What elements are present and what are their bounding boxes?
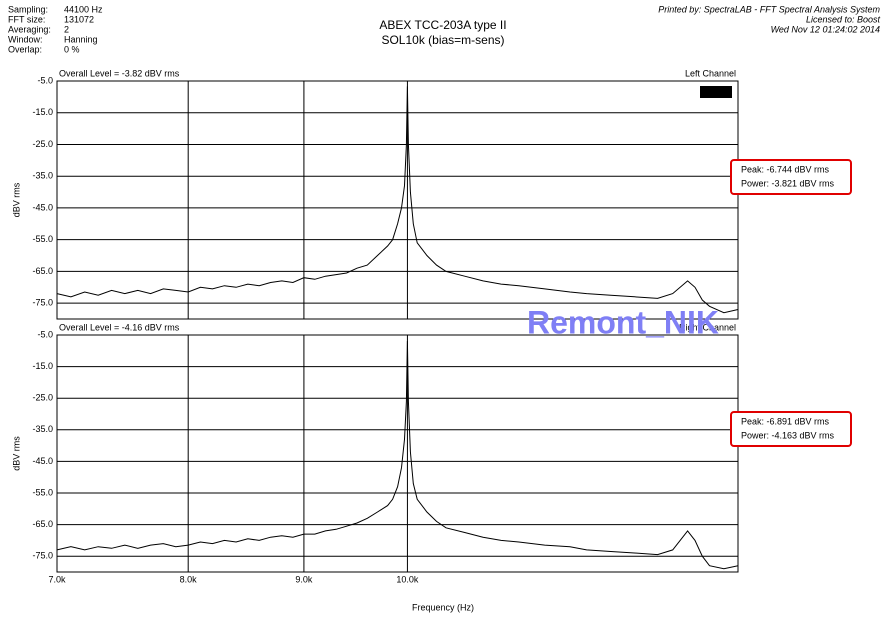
y-tick-label: -15.0	[32, 361, 53, 371]
license: Licensed to: Boost	[806, 14, 881, 24]
setting-value: Hanning	[64, 34, 98, 44]
setting-label: Sampling:	[8, 4, 48, 14]
setting-value: 0 %	[64, 44, 80, 54]
x-tick-label: 9.0k	[295, 574, 313, 584]
readout-text: Peak: -6.891 dBV rms	[741, 416, 830, 426]
readout-box	[730, 159, 852, 195]
plot-frame	[56, 80, 739, 320]
y-tick-label: -55.0	[32, 234, 53, 244]
y-axis-label: dBV rms	[11, 182, 21, 217]
channel-label: Left Channel	[685, 68, 736, 78]
y-tick-label: -75.0	[32, 551, 53, 561]
y-tick-label: -65.0	[32, 266, 53, 276]
setting-value: 2	[64, 24, 69, 34]
y-tick-label: -45.0	[32, 456, 53, 466]
y-tick-label: -65.0	[32, 519, 53, 529]
watermark: Remont_NIK	[527, 304, 719, 340]
overall-level: Overall Level = -3.82 dBV rms	[59, 68, 180, 78]
spectrum-line	[56, 86, 739, 314]
setting-label: Window:	[8, 34, 43, 44]
channel-icon	[700, 86, 732, 98]
setting-value: 131072	[64, 14, 94, 24]
y-tick-label: -25.0	[32, 139, 53, 149]
y-tick-label: -5.0	[37, 329, 53, 339]
chart-subtitle: SOL10k (bias=m-sens)	[381, 33, 504, 47]
readout-box	[730, 411, 852, 447]
readout-text: Peak: -6.744 dBV rms	[741, 164, 830, 174]
readout-text: Power: -3.821 dBV rms	[741, 178, 835, 188]
y-tick-label: -25.0	[32, 393, 53, 403]
channel-label: Right Channel	[679, 322, 736, 332]
x-tick-label: 7.0k	[48, 574, 66, 584]
setting-label: FFT size:	[8, 14, 45, 24]
printed-by: Printed by: SpectraLAB - FFT Spectral An…	[658, 4, 880, 14]
spectrum-line	[56, 340, 739, 570]
x-tick-label: 8.0k	[180, 574, 198, 584]
y-tick-label: -35.0	[32, 424, 53, 434]
readout-text: Power: -4.163 dBV rms	[741, 430, 835, 440]
plot-frame	[56, 334, 739, 573]
setting-label: Averaging:	[8, 24, 51, 34]
date: Wed Nov 12 01:24:02 2014	[771, 24, 880, 34]
y-tick-label: -55.0	[32, 487, 53, 497]
setting-label: Overlap:	[8, 44, 42, 54]
setting-value: 44100 Hz	[64, 4, 103, 14]
x-axis-label: Frequency (Hz)	[412, 602, 474, 612]
chart-title: ABEX TCC-203A type II	[379, 18, 506, 32]
x-tick-label: 10.0k	[396, 574, 419, 584]
y-tick-label: -35.0	[32, 171, 53, 181]
y-tick-label: -15.0	[32, 107, 53, 117]
y-tick-label: -45.0	[32, 202, 53, 212]
overall-level: Overall Level = -4.16 dBV rms	[59, 322, 180, 332]
y-axis-label: dBV rms	[11, 436, 21, 471]
y-tick-label: -75.0	[32, 298, 53, 308]
y-tick-label: -5.0	[37, 75, 53, 85]
